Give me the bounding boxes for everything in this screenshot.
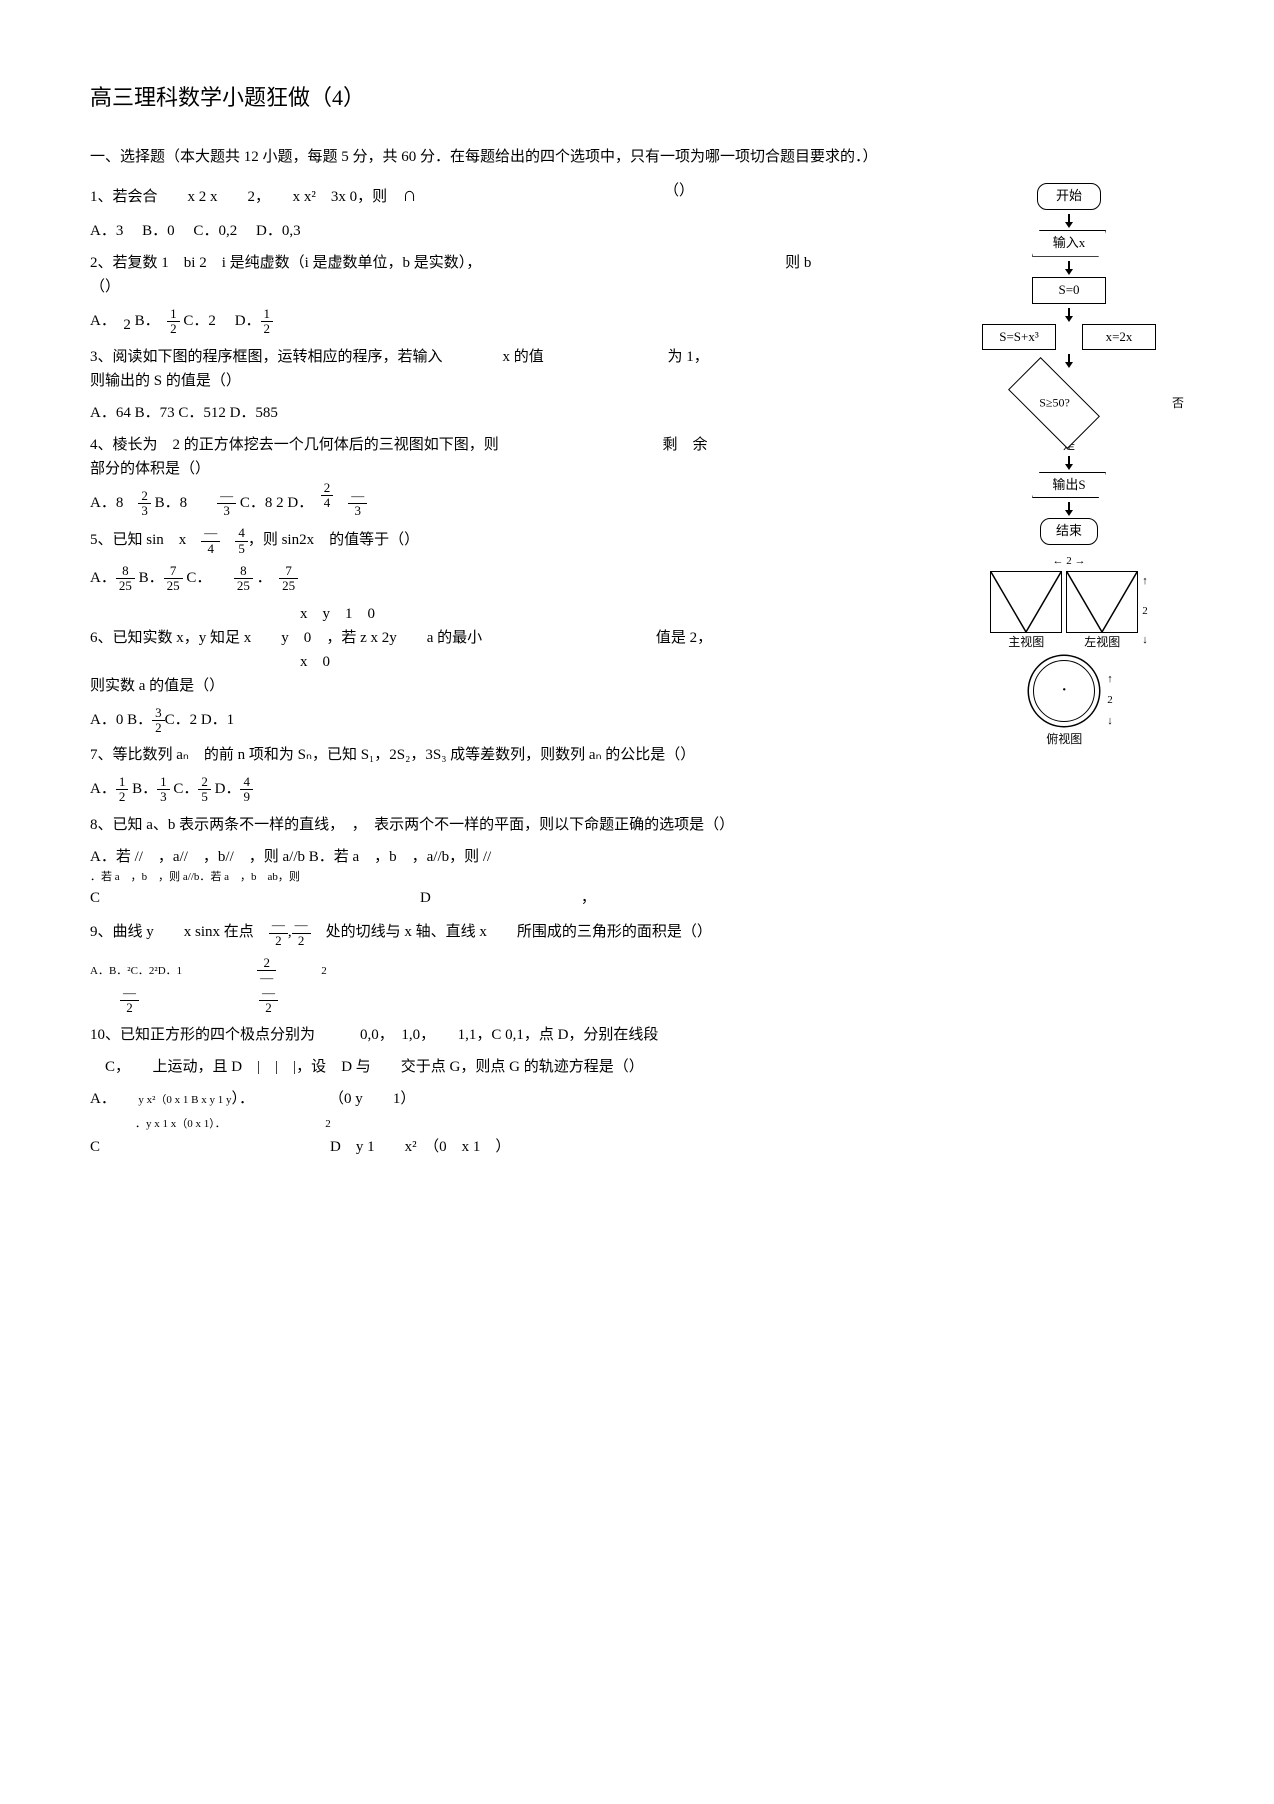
q1-options: A．3 B．0 C．0,2 D．0,3 [90, 219, 1184, 243]
q7-options: A．12 B．13 C．25 D．49 [90, 775, 1184, 805]
q4-options: A．8 23 B．8 —3 C．8 2 D． 24 —3 [90, 489, 1184, 519]
q8-options: A．若 // ，a// ，b// ，则 a//b B．若 a ，b ，a//b，… [90, 845, 1184, 911]
question-3: 3、阅读如下图的程序框图，运转相应的程序，若输入 x 的值 为 1， 则输出的 … [90, 345, 1184, 393]
q2-options: A． 2 B． 12 C．2 D．12 [90, 307, 1184, 337]
question-2: 2、若复数 1 bi 2 i 是纯虚数（i 是虚数单位，b 是实数）， 则 b … [90, 251, 1184, 299]
question-4: 4、棱长为 2 的正方体挖去一个几何体后的三视图如下图，则 剩 余 部分的体积是… [90, 433, 1184, 481]
q10-line2: C， 上运动，且 D | | |，设 D 与 交于点 G，则点 G 的轨迹方程是… [90, 1055, 1184, 1079]
question-8: 8、已知 a、b 表示两条不一样的直线， ， 表示两个不一样的平面，则以下命题正… [90, 813, 1184, 837]
q10-options: A． y x²（0 x 1 B x y 1 y）． （0 y 1） ．y x 1… [90, 1087, 1184, 1159]
question-1: 1、若会合 x 2 x 2， x x² 3x 0，则 ∩ （） [90, 179, 1184, 211]
question-9: 9、曲线 y x sinx 在点 —2,—2 处的切线与 x 轴、直线 x 所围… [90, 918, 1184, 948]
question-7: 7、等比数列 aₙ 的前 n 项和为 Sₙ，已知 S₁，2S₂，3S₃ 成等差数… [90, 743, 1184, 767]
page-title: 高三理科数学小题狂做（4） [90, 80, 1184, 115]
q9-options: A．B．²C．2²D．1 2— 2 —2 —2 [90, 956, 1184, 1015]
q5-options: A．825 B．725 C． 825 ． 725 [90, 564, 1184, 594]
q6-options: A．0 B．32C．2 D．1 [90, 706, 1184, 736]
section-heading: 一、选择题（本大题共 12 小题，每题 5 分，共 60 分．在每题给出的四个选… [90, 145, 1184, 169]
question-6: x y 1 0 6、已知实数 x，y 知足 x y 0 ，若 z x 2y a … [90, 602, 1184, 698]
question-10: 10、已知正方形的四个极点分别为 0,0， 1,0， 1,1，C 0,1，点 D… [90, 1023, 1184, 1047]
question-5: 5、已知 sin x —4 45，则 sin2x 的值等于（） [90, 526, 1184, 556]
q3-options: A．64 B．73 C．512 D．585 [90, 401, 1184, 425]
